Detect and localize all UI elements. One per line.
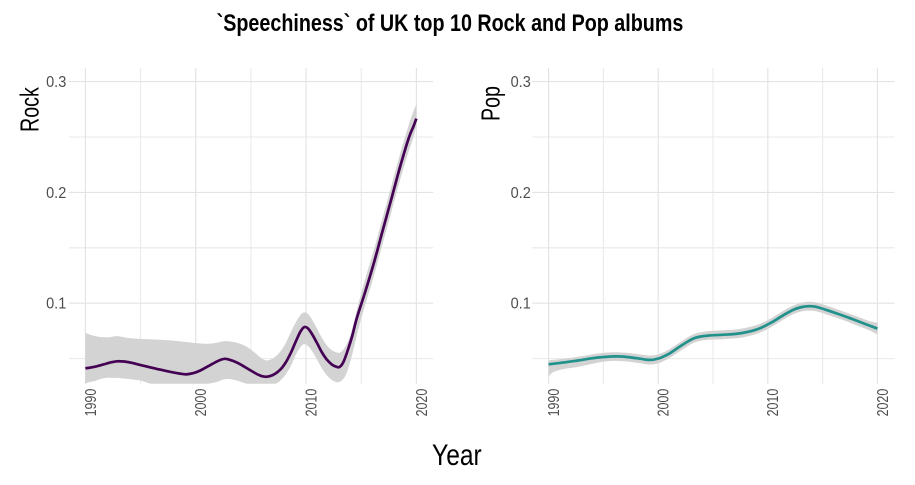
svg-text:2010: 2010 bbox=[302, 389, 320, 417]
svg-text:1990: 1990 bbox=[545, 389, 563, 417]
svg-text:`Speechiness` of UK top 10 Roc: `Speechiness` of UK top 10 Rock and Pop … bbox=[217, 9, 684, 36]
svg-text:Rock: Rock bbox=[15, 87, 44, 132]
svg-text:2020: 2020 bbox=[873, 389, 891, 417]
svg-text:0.3: 0.3 bbox=[46, 74, 66, 91]
svg-text:2020: 2020 bbox=[412, 389, 430, 417]
svg-text:2010: 2010 bbox=[764, 389, 782, 417]
svg-text:0.3: 0.3 bbox=[511, 74, 531, 91]
svg-text:0.1: 0.1 bbox=[511, 295, 531, 312]
svg-text:Year: Year bbox=[432, 437, 482, 471]
svg-text:Pop: Pop bbox=[476, 86, 505, 121]
svg-text:0.2: 0.2 bbox=[46, 184, 66, 201]
svg-text:0.1: 0.1 bbox=[46, 295, 66, 312]
svg-text:0.2: 0.2 bbox=[511, 184, 531, 201]
svg-text:1990: 1990 bbox=[81, 389, 99, 417]
svg-text:2000: 2000 bbox=[654, 389, 672, 417]
svg-text:2000: 2000 bbox=[192, 389, 210, 417]
